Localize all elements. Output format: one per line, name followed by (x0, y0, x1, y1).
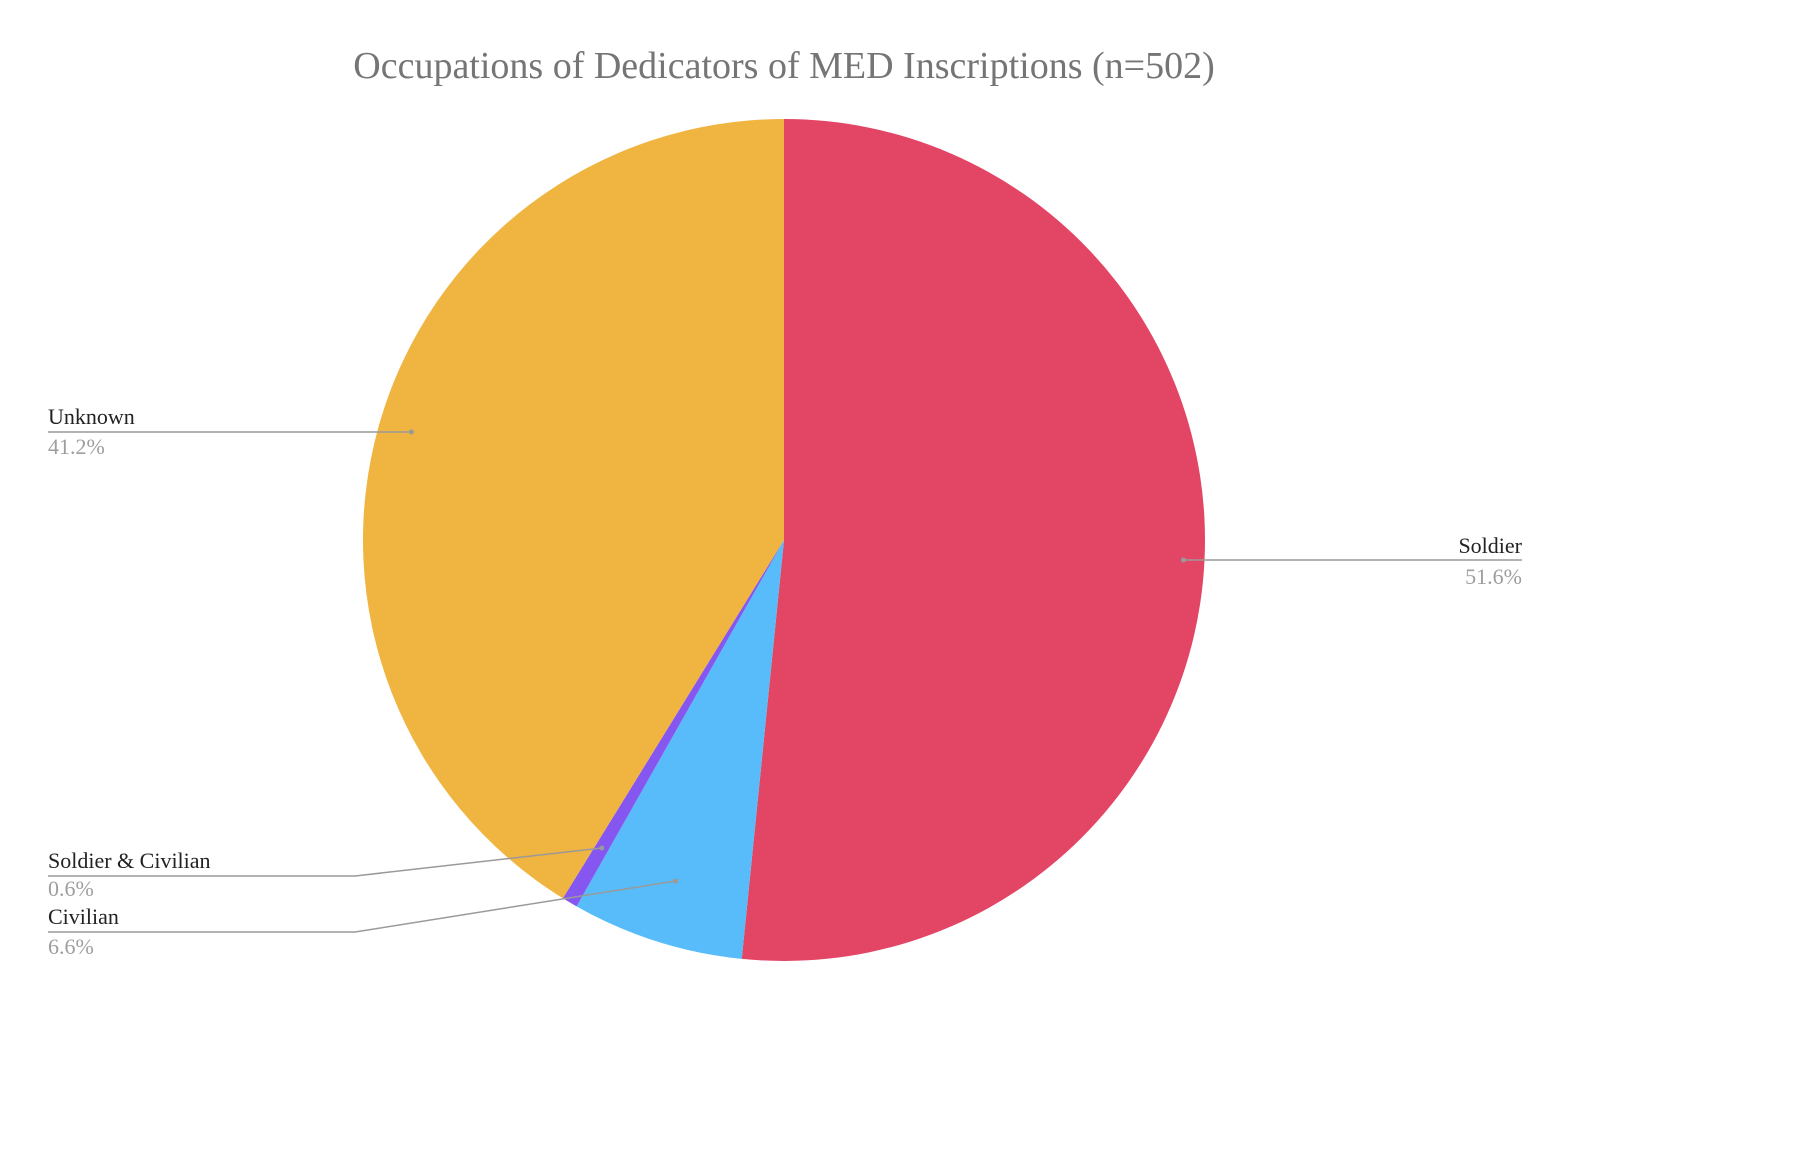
slice-label-unknown: Unknown (48, 404, 135, 429)
pie-slice-unknown (362, 119, 784, 899)
pie-chart: Occupations of Dedicators of MED Inscrip… (48, 45, 1523, 961)
leader-dot-soldier (1180, 557, 1186, 563)
slice-label-soldier: Soldier (1458, 533, 1522, 558)
leader-dot-unknown (408, 429, 414, 435)
slice-labels: Soldier 51.6% Civilian 6.6% Soldier & Civili… (48, 404, 1523, 959)
pie-slice-soldier (741, 119, 1205, 961)
chart-title: Occupations of Dedicators of MED Inscrip… (353, 45, 1214, 87)
leader-dot-civilian (673, 878, 679, 884)
leader-dot-soldier-and-civilian (599, 845, 605, 851)
pie-slices (362, 119, 1205, 961)
leader-line-civilian (48, 880, 676, 933)
pie-slice-soldier-and-civilian (562, 540, 784, 907)
slice-value-unknown: 41.2% (48, 434, 105, 459)
pie-slice-civilian (576, 540, 784, 959)
leader-line-soldier-and-civilian (48, 847, 602, 877)
slice-label-soldier-and-civilian: Soldier & Civilian (48, 848, 211, 873)
slice-value-soldier-and-civilian: 0.6% (48, 876, 94, 901)
slice-label-civilian: Civilian (48, 904, 119, 929)
slice-value-soldier: 51.6% (1465, 564, 1522, 589)
slice-value-civilian: 6.6% (48, 934, 94, 959)
